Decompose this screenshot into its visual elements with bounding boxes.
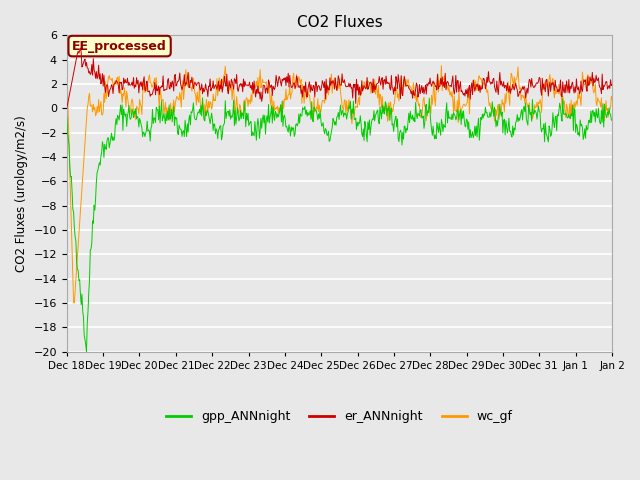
Y-axis label: CO2 Fluxes (urology/m2/s): CO2 Fluxes (urology/m2/s) [15,115,28,272]
Text: EE_processed: EE_processed [72,39,167,53]
Title: CO2 Fluxes: CO2 Fluxes [296,15,382,30]
Legend: gpp_ANNnight, er_ANNnight, wc_gf: gpp_ANNnight, er_ANNnight, wc_gf [161,405,518,428]
